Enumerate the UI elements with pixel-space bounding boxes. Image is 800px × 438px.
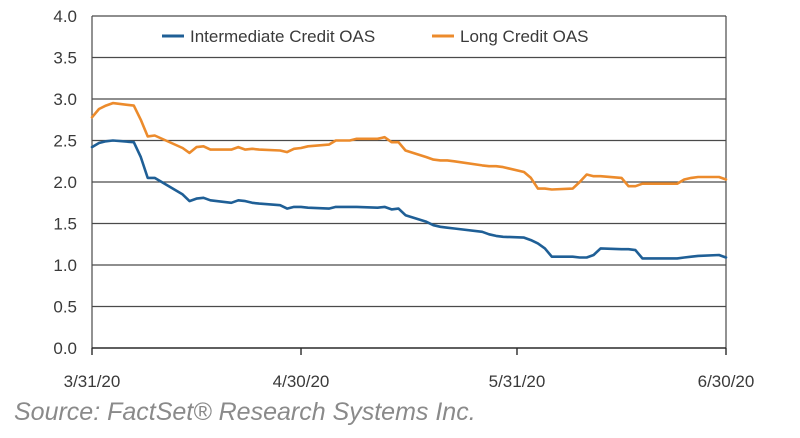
y-tick-label: 4.0 <box>53 7 77 26</box>
x-tick-label: 5/31/20 <box>489 372 546 391</box>
legend-label: Long Credit OAS <box>460 27 589 46</box>
y-tick-label: 2.5 <box>53 132 77 151</box>
source-note: Source: FactSet® Research Systems Inc. <box>14 398 476 426</box>
series-lines <box>90 101 728 260</box>
y-tick-label: 0.5 <box>53 298 77 317</box>
gridlines <box>92 15 726 308</box>
line-chart: 0.0 0.5 1.0 1.5 2.0 2.5 3.0 3.5 4.0 3/31/20 4/30/… <box>53 7 755 391</box>
x-tick-label: 6/30/20 <box>698 372 755 391</box>
series-line-0 <box>90 139 728 260</box>
series-line-1 <box>90 101 728 191</box>
legend-item: Intermediate Credit OAS <box>162 27 375 46</box>
y-tick-label: 3.0 <box>53 90 77 109</box>
y-tick-label: 3.5 <box>53 49 77 68</box>
x-tick-label: 3/31/20 <box>64 372 121 391</box>
y-tick-label: 1.5 <box>53 215 77 234</box>
x-tick-label: 4/30/20 <box>273 372 330 391</box>
y-tick-label: 0.0 <box>53 339 77 358</box>
legend-label: Intermediate Credit OAS <box>190 27 375 46</box>
legend: Intermediate Credit OAS Long Credit OAS <box>162 27 589 46</box>
x-tick-labels: 3/31/20 4/30/20 5/31/20 6/30/20 <box>64 372 755 391</box>
y-tick-label: 1.0 <box>53 256 77 275</box>
legend-item: Long Credit OAS <box>432 27 589 46</box>
y-tick-label: 2.0 <box>53 173 77 192</box>
axes <box>91 16 727 355</box>
y-tick-labels: 0.0 0.5 1.0 1.5 2.0 2.5 3.0 3.5 4.0 <box>53 7 77 358</box>
